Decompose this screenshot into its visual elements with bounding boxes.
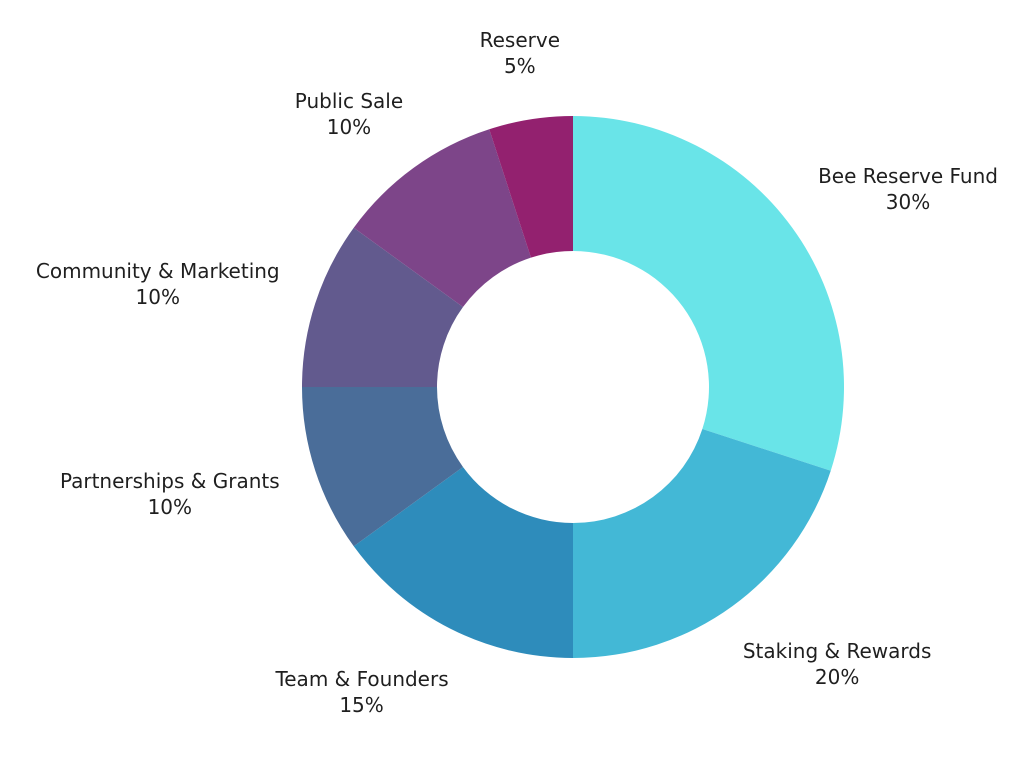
slice-value-label: 10% xyxy=(148,495,192,519)
slice-value-label: 10% xyxy=(136,285,180,309)
slice-public-sale xyxy=(353,129,531,308)
slice-label: Bee Reserve Fund xyxy=(818,164,998,188)
slice-community-and-marketing xyxy=(302,227,463,387)
slice-label: Public Sale xyxy=(295,89,403,113)
slice-value-label: 5% xyxy=(504,54,536,78)
slice-value-label: 30% xyxy=(886,190,930,214)
slice-reserve xyxy=(489,116,573,258)
slice-label: Staking & Rewards xyxy=(743,639,932,663)
slice-partnerships-and-grants xyxy=(302,387,463,547)
slice-value-label: 15% xyxy=(339,693,383,717)
slice-team-and-founders xyxy=(353,466,573,658)
slice-label: Reserve xyxy=(480,28,560,52)
slice-label: Community & Marketing xyxy=(36,259,280,283)
slice-staking-and-rewards xyxy=(573,429,831,658)
slice-bee-reserve-fund xyxy=(573,116,844,471)
slice-label: Partnerships & Grants xyxy=(60,469,280,493)
donut-slices xyxy=(302,116,844,658)
slice-label: Team & Founders xyxy=(274,667,448,691)
slice-value-label: 20% xyxy=(815,665,859,689)
slice-value-label: 10% xyxy=(327,115,371,139)
